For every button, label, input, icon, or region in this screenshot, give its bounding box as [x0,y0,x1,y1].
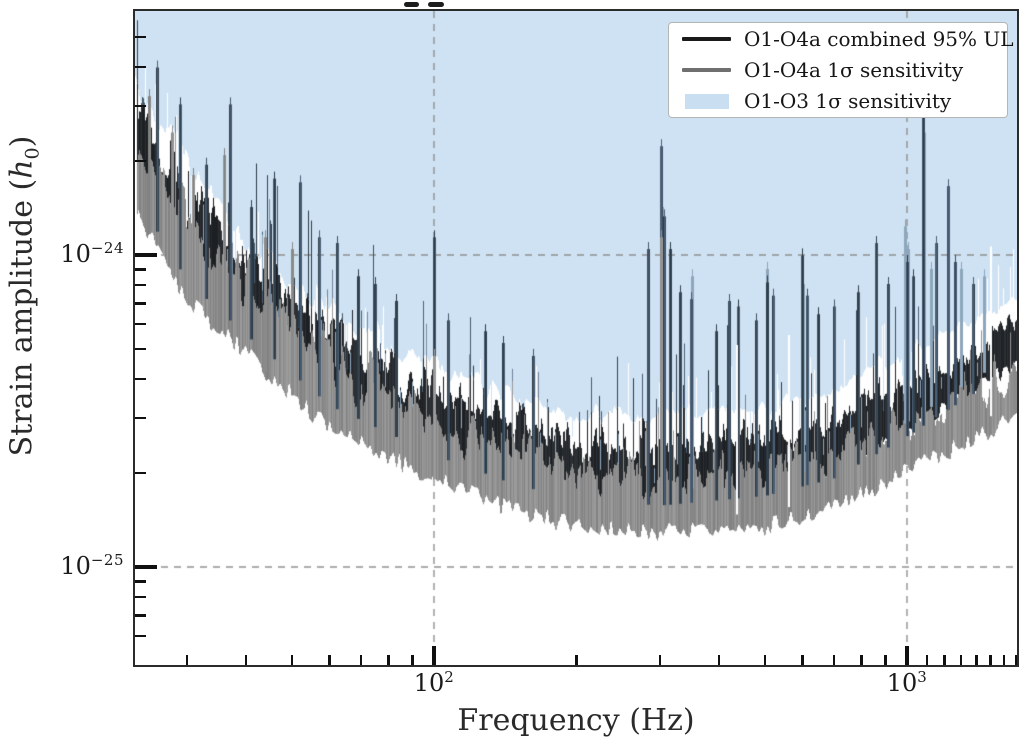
y-minor-tick [135,595,146,599]
y-tick-label-1e-25: 10−25 [60,551,124,580]
x-minor-tick [763,655,767,665]
y-minor-tick [135,65,146,69]
y-minor-tick [135,377,146,381]
x-minor-tick [185,655,189,665]
legend-entry-o3-sensitivity: O1-O3 1σ sensitivity [669,88,1007,115]
y-minor-tick [135,347,146,351]
legend-swatch-blue-patch [685,93,729,109]
x-minor-tick [290,655,294,665]
y-minor-tick [135,302,146,305]
legend: O1-O4a combined 95% UL O1-O4a 1σ sensiti… [668,22,1014,118]
x-major-tick [905,646,909,665]
y-minor-tick [135,471,146,475]
y-minor-tick [135,35,146,39]
y-minor-tick [135,416,146,420]
legend-label: O1-O4a combined 95% UL [744,26,1014,51]
y-axis-label: Strain amplitude (h0) [4,135,44,457]
y-minor-tick [135,322,146,326]
y-major-tick [135,565,157,569]
legend-entry-combined-ul: O1-O4a combined 95% UL [669,25,1014,52]
y-minor-tick [135,283,146,287]
x-axis-label: Frequency (Hz) [457,703,695,738]
x-minor-tick [801,655,804,665]
x-tick-label-100: 102 [413,668,455,697]
x-major-tick [432,646,436,665]
x-minor-tick [328,655,331,665]
x-tick-label-1000: 103 [886,668,928,697]
x-minor-tick [244,655,248,665]
chart-canvas [135,11,1017,665]
x-minor-tick [884,655,887,665]
x-minor-tick [832,655,836,665]
y-tick-label-1e-24: 10−24 [60,239,124,268]
x-minor-tick [860,655,863,665]
y-minor-tick [135,159,146,163]
legend-label: O1-O3 1σ sensitivity [744,89,952,114]
x-minor-tick [387,655,390,665]
y-major-tick [135,253,157,257]
x-minor-tick [959,655,963,665]
cropped-top-label-fragment [428,2,444,7]
y-minor-tick [135,104,146,108]
x-minor-tick [1002,655,1006,665]
x-minor-tick [658,655,662,665]
x-minor-tick [943,655,946,665]
legend-swatch-black-line [682,36,731,41]
x-minor-tick [1014,655,1018,665]
legend-entry-o4a-sensitivity: O1-O4a 1σ sensitivity [669,56,1007,83]
x-minor-tick [989,655,992,665]
y-minor-tick [135,268,146,271]
y-minor-tick [135,614,146,617]
x-minor-tick [575,655,578,665]
legend-swatch-gray-line [682,68,731,72]
x-minor-tick [925,655,929,665]
x-minor-tick [975,655,978,665]
cropped-top-label-fragment [404,2,419,7]
plot-area: O1-O4a combined 95% UL O1-O4a 1σ sensiti… [133,9,1019,667]
legend-label: O1-O4a 1σ sensitivity [744,57,964,82]
x-minor-tick [359,655,363,665]
y-minor-tick [135,634,146,638]
y-minor-tick [135,580,146,583]
x-minor-tick [411,655,414,665]
x-minor-tick [717,655,721,665]
